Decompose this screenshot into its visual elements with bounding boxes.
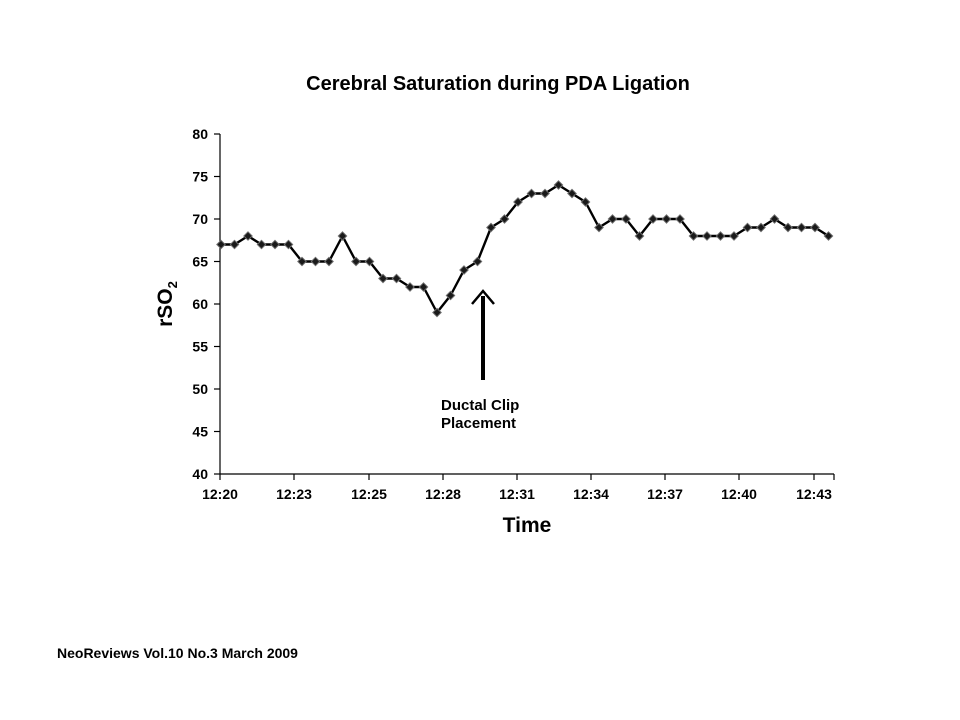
data-point	[418, 282, 429, 292]
data-point	[648, 214, 658, 224]
data-point	[675, 214, 685, 224]
annotation-arrowhead	[471, 289, 495, 305]
data-point	[823, 231, 834, 241]
data-point	[324, 256, 334, 267]
chart-title: Cerebral Saturation during PDA Ligation	[306, 73, 690, 95]
data-point	[364, 256, 375, 267]
x-ticks: 12:20 12:23 12:25 12:28 12:31 12:34 12:37 12:40…	[202, 474, 835, 502]
y-tick-label: 80	[192, 126, 208, 142]
y-tick-label: 55	[192, 339, 208, 355]
data-point	[729, 231, 739, 241]
data-point	[526, 188, 537, 199]
y-tick-label: 45	[192, 424, 208, 440]
data-point	[297, 256, 307, 267]
data-point	[391, 273, 402, 284]
x-tick-label: 12:40	[721, 486, 757, 502]
data-point	[634, 231, 645, 241]
x-tick-label: 12:28	[425, 486, 461, 502]
data-point	[513, 197, 523, 207]
data-point	[621, 214, 631, 224]
y-ticks: 40 45 50 55 60 65 70 75 80	[192, 126, 220, 482]
x-axis-label: Time	[503, 514, 552, 537]
data-point	[283, 239, 294, 250]
x-tick-label: 12:20	[202, 486, 238, 502]
data-point	[459, 265, 469, 275]
y-tick-label: 60	[192, 296, 208, 312]
data-point	[243, 231, 253, 241]
annotation-text-line: Placement	[441, 415, 516, 432]
data-point	[661, 214, 672, 224]
data-point	[432, 307, 442, 318]
data-point	[796, 222, 807, 233]
data-point	[594, 222, 604, 233]
data-point	[351, 256, 361, 267]
data-point	[445, 290, 456, 301]
data-point	[769, 214, 780, 224]
x-tick-label: 12:25	[351, 486, 387, 502]
data-point	[229, 239, 240, 250]
series-line	[216, 180, 834, 318]
data-point	[756, 222, 766, 233]
x-tick-label: 12:31	[499, 486, 535, 502]
x-tick-label: 12:37	[647, 486, 683, 502]
data-point	[607, 214, 618, 224]
y-axis-label: rSO2	[154, 281, 180, 327]
data-point	[810, 222, 820, 233]
data-point	[499, 214, 510, 224]
y-tick-label: 75	[192, 169, 208, 185]
data-point	[567, 188, 577, 199]
data-point	[742, 222, 753, 233]
x-tick-label: 12:34	[573, 486, 609, 502]
data-point	[688, 231, 699, 241]
series-path	[221, 183, 830, 314]
annotation-text-line: Ductal Clip	[441, 397, 519, 414]
data-point	[540, 188, 550, 199]
data-point	[783, 222, 793, 233]
data-point	[216, 239, 226, 250]
data-point	[715, 231, 726, 241]
data-point	[580, 197, 591, 207]
data-point	[472, 256, 483, 267]
y-tick-label: 40	[192, 466, 208, 482]
y-tick-label: 50	[192, 381, 208, 397]
data-point	[553, 180, 564, 190]
data-point	[256, 239, 267, 250]
y-tick-label: 65	[192, 254, 208, 270]
data-point	[270, 239, 280, 250]
x-tick-label: 12:43	[796, 486, 832, 502]
x-tick-label: 12:23	[276, 486, 312, 502]
y-tick-label: 70	[192, 211, 208, 227]
source-note: NeoReviews Vol.10 No.3 March 2009	[57, 645, 298, 661]
data-point	[702, 231, 712, 241]
data-point	[310, 256, 321, 267]
data-point	[405, 282, 415, 292]
data-point	[337, 231, 348, 241]
data-point	[486, 222, 496, 233]
data-point	[378, 273, 388, 284]
